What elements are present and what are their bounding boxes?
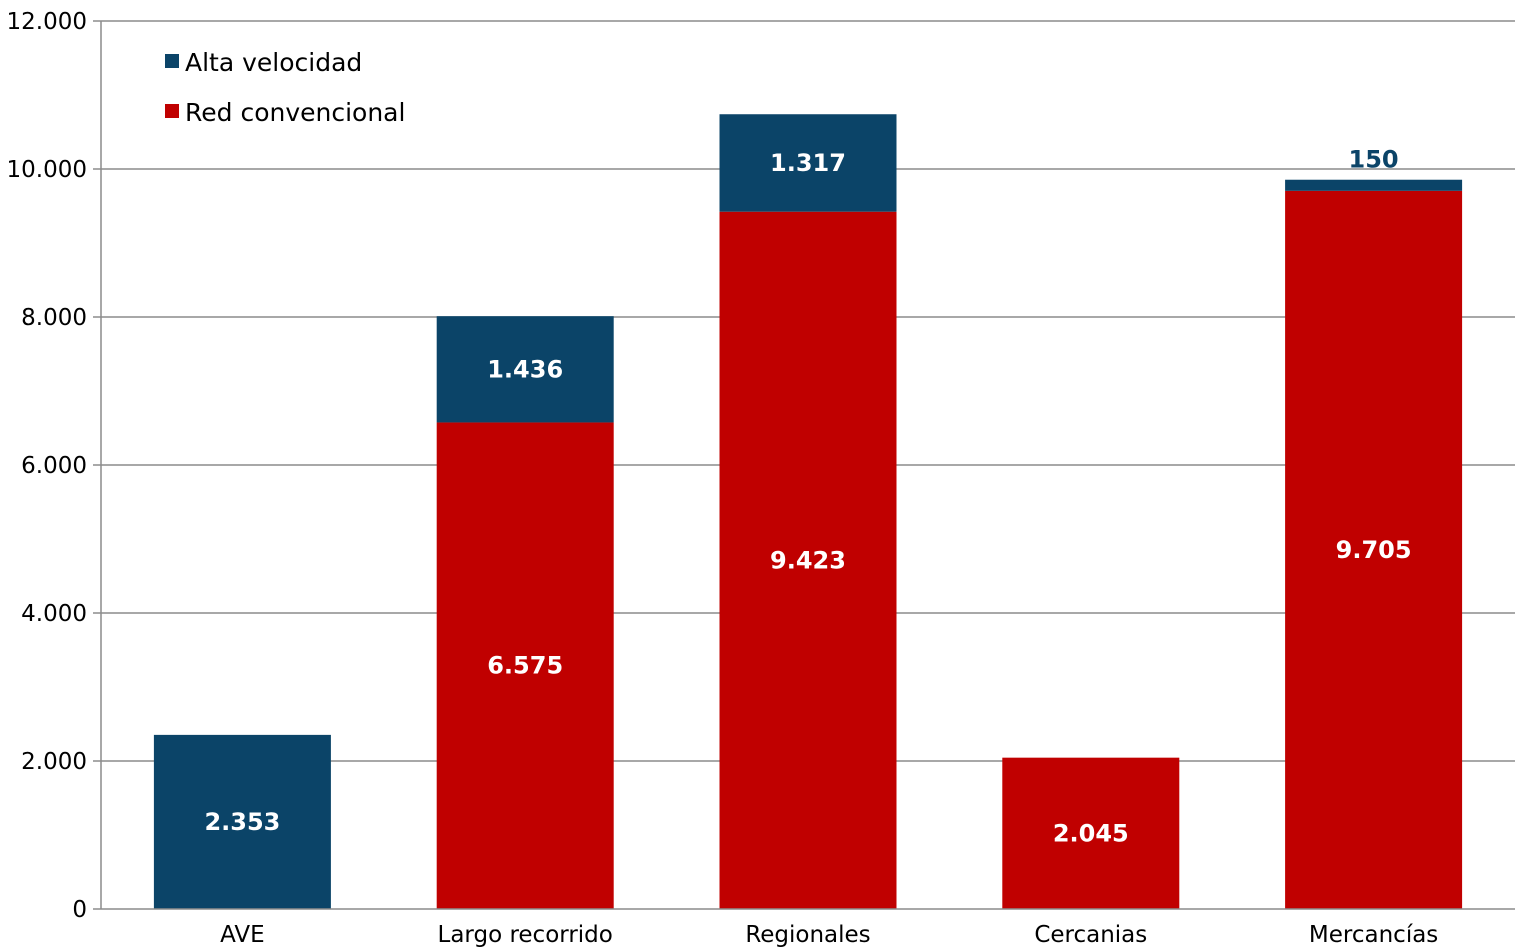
bars (153, 114, 1463, 909)
y-tick-label: 10.000 (7, 157, 87, 183)
data-label: 9.705 (1336, 536, 1412, 564)
y-tick-label: 0 (72, 897, 87, 923)
bar-segment (1285, 190, 1463, 909)
data-label: 150 (1349, 146, 1399, 174)
legend-label: Red convencional (185, 98, 405, 127)
data-label: 2.045 (1053, 819, 1129, 847)
legend: Alta velocidad Red convencional (165, 48, 405, 127)
data-label: 6.575 (487, 652, 563, 680)
x-tick-label: Largo recorrido (438, 922, 613, 948)
bar-segment (719, 114, 897, 212)
legend-swatch (165, 54, 179, 68)
bar-segment (436, 422, 614, 909)
y-tick-label: 2.000 (21, 749, 87, 775)
y-axis: 0 2.000 4.000 6.000 8.000 10.000 12.000 (7, 9, 102, 923)
data-label: 1.436 (487, 355, 563, 383)
bar-segment (719, 211, 897, 909)
data-label: 1.317 (770, 149, 846, 177)
x-axis: AVE Largo recorrido Regionales Cercanias Mer… (101, 908, 1515, 948)
x-tick-label: Regionales (745, 922, 870, 948)
data-label: 9.423 (770, 546, 846, 574)
bar-segment (153, 734, 331, 909)
bar-segment (436, 316, 614, 423)
data-label: 2.353 (204, 808, 280, 836)
x-tick-label: AVE (220, 922, 265, 948)
x-tick-label: Cercanias (1034, 922, 1147, 948)
legend-label: Alta velocidad (185, 48, 362, 77)
bar-segment (1002, 757, 1180, 909)
x-tick-label: Mercancías (1309, 922, 1438, 948)
y-tick-label: 8.000 (21, 305, 87, 331)
bar-segment (1285, 179, 1463, 191)
y-tick-label: 12.000 (7, 9, 87, 35)
data-labels: 2.353 6.575 1.436 9.423 1.317 2.045 9.705 150 (204, 146, 1411, 848)
legend-swatch (165, 104, 179, 118)
y-tick-label: 4.000 (21, 601, 87, 627)
y-tick-label: 6.000 (21, 453, 87, 479)
